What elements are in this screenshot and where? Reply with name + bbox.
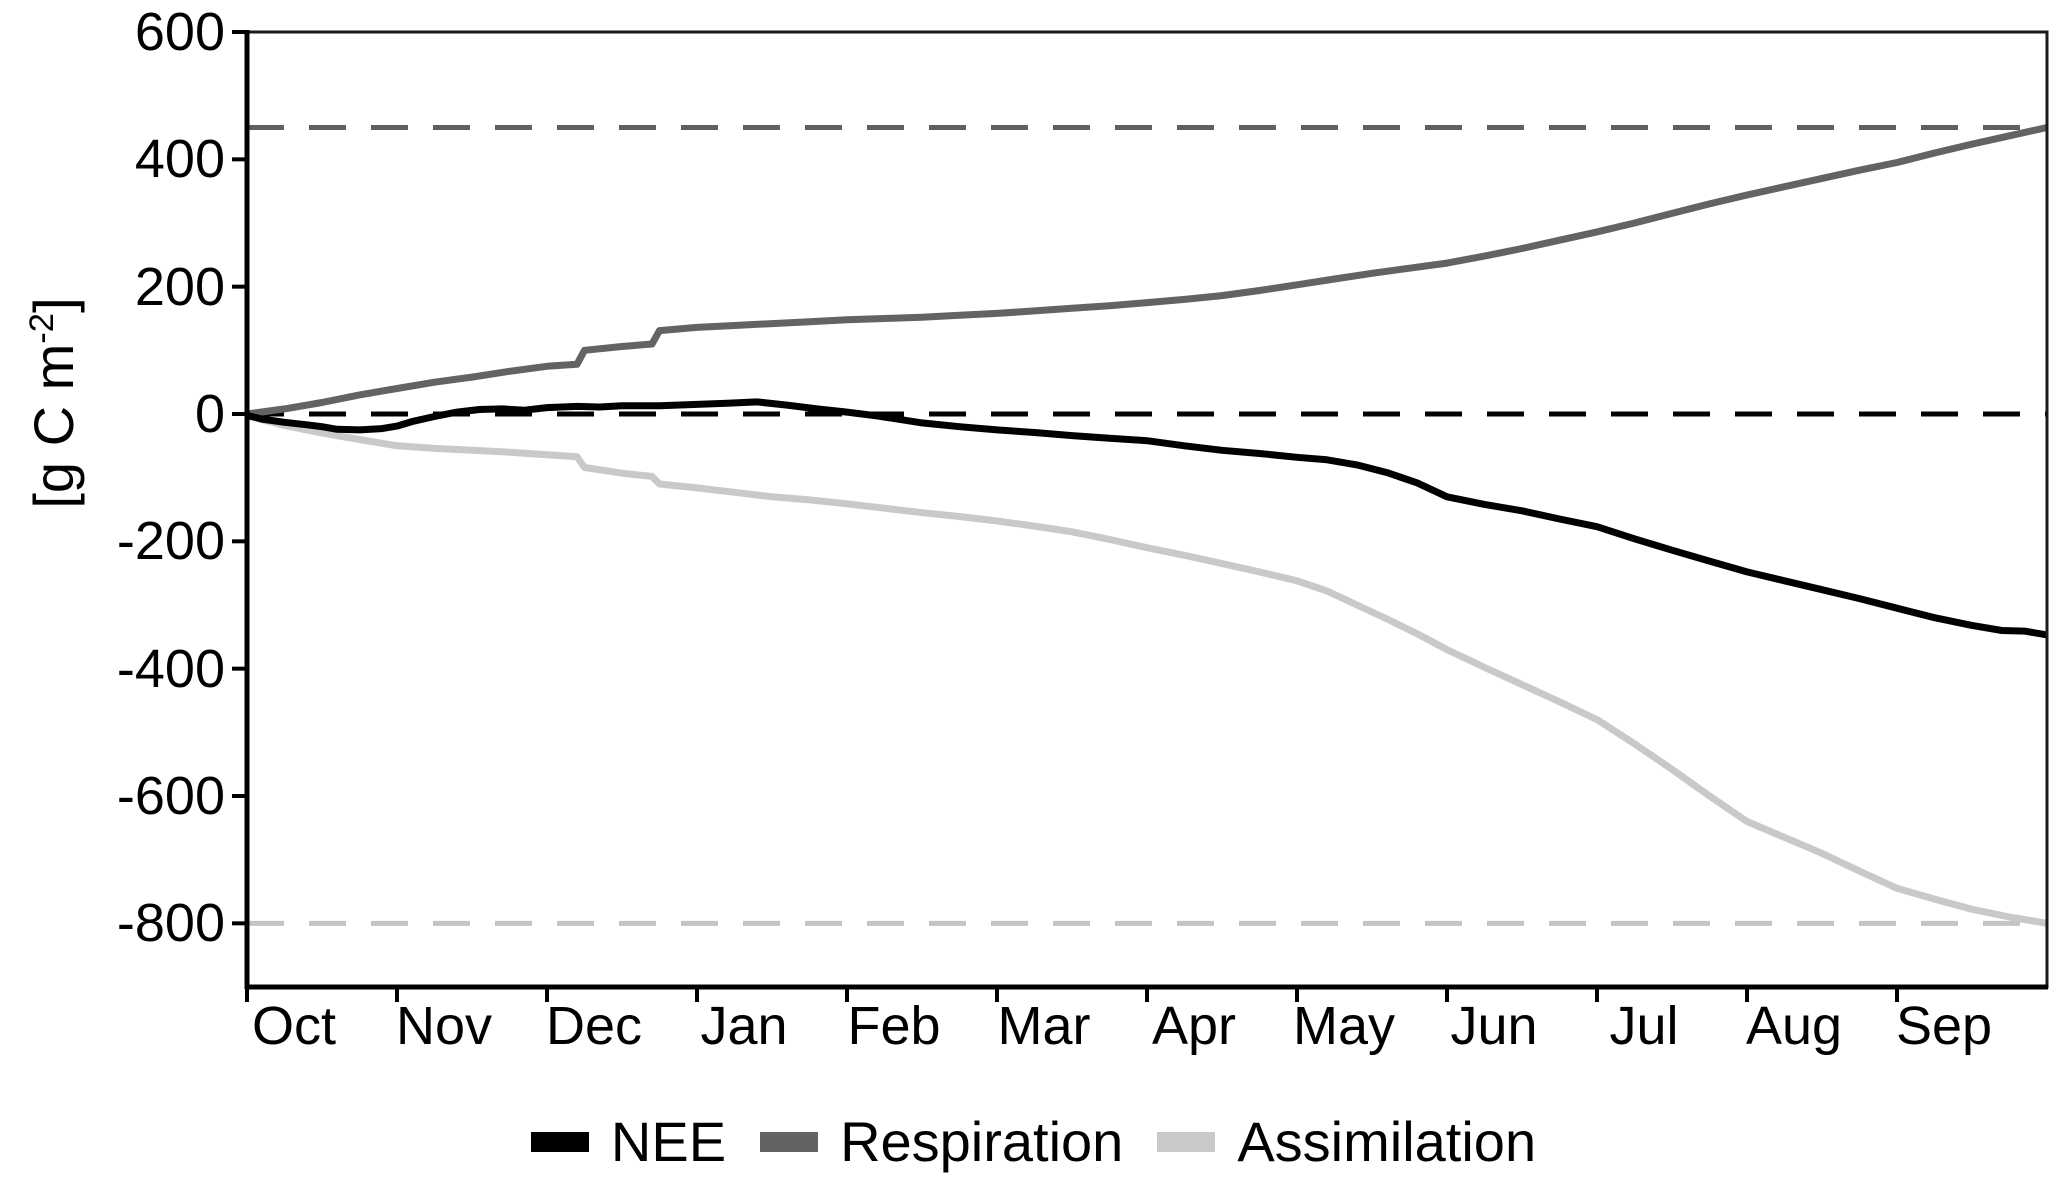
y-tick-label-600: 600 [134, 2, 225, 62]
y-tick-label-n400: -400 [116, 639, 225, 699]
x-tick-label-jul: Jul [1609, 996, 1679, 1056]
x-tick-label-jan: Jan [700, 996, 788, 1056]
x-tick-label-mar: Mar [997, 996, 1091, 1056]
legend-item-respiration: Respiration [760, 1112, 1123, 1172]
x-tick-label-nov: Nov [395, 996, 493, 1056]
x-tick-label-aug: Aug [1745, 996, 1843, 1056]
y-tick-label-n800: -800 [116, 893, 225, 953]
x-tick-label-jun: Jun [1450, 996, 1538, 1056]
x-tick-label-dec: Dec [545, 996, 643, 1056]
nee-legend-swatch [530, 1132, 589, 1152]
x-tick-label-apr: Apr [1151, 996, 1237, 1056]
respiration-series-line [246, 124, 2048, 418]
respiration-legend-label: Respiration [840, 1110, 1124, 1173]
nee-series-line [246, 398, 2048, 639]
x-tick-label-oct: Oct [251, 996, 336, 1056]
y-tick-label-n600: -600 [116, 766, 225, 826]
y-tick-label-0: 0 [194, 384, 225, 444]
x-tick-label-feb: Feb [847, 996, 941, 1056]
y-axis-title-superscript: -2 [23, 312, 62, 344]
x-tick-label-may: May [1292, 996, 1395, 1056]
nee-legend-label: NEE [610, 1110, 727, 1173]
panel-border [245, 30, 2049, 989]
legend-item-nee: NEE [530, 1110, 727, 1173]
x-tick-label-sep: Sep [1895, 996, 1993, 1056]
y-tick-label-400: 400 [134, 129, 225, 189]
y-tick-label-n200: -200 [116, 511, 225, 571]
y-tick-label-200: 200 [134, 257, 225, 317]
legend-item-assimilation: Assimilation [1157, 1112, 1536, 1172]
assimilation-legend-label: Assimilation [1237, 1110, 1537, 1173]
legend: NEE Respiration Assimilation [0, 1112, 2067, 1172]
assimilation-legend-swatch [1157, 1132, 1216, 1152]
assimilation-series-line [246, 412, 2048, 927]
respiration-legend-swatch [760, 1132, 819, 1152]
